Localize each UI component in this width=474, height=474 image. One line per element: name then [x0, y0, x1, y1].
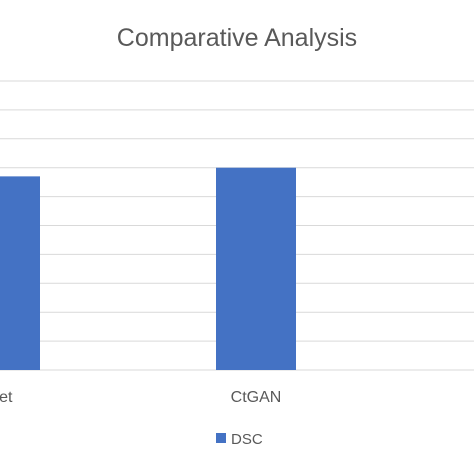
legend: DSC: [216, 431, 263, 448]
bar-ctgan: [216, 167, 296, 370]
x-axis-tick-labels: Net CtGAN: [0, 389, 281, 406]
bars: [0, 167, 296, 370]
legend-label-dsc: DSC: [231, 431, 263, 448]
bar-net: [0, 176, 40, 370]
x-tick-label-net: Net: [0, 389, 13, 406]
legend-swatch-dsc: [216, 433, 226, 443]
x-tick-label-ctgan: CtGAN: [231, 389, 282, 406]
chart-title: Comparative Analysis: [117, 24, 357, 52]
